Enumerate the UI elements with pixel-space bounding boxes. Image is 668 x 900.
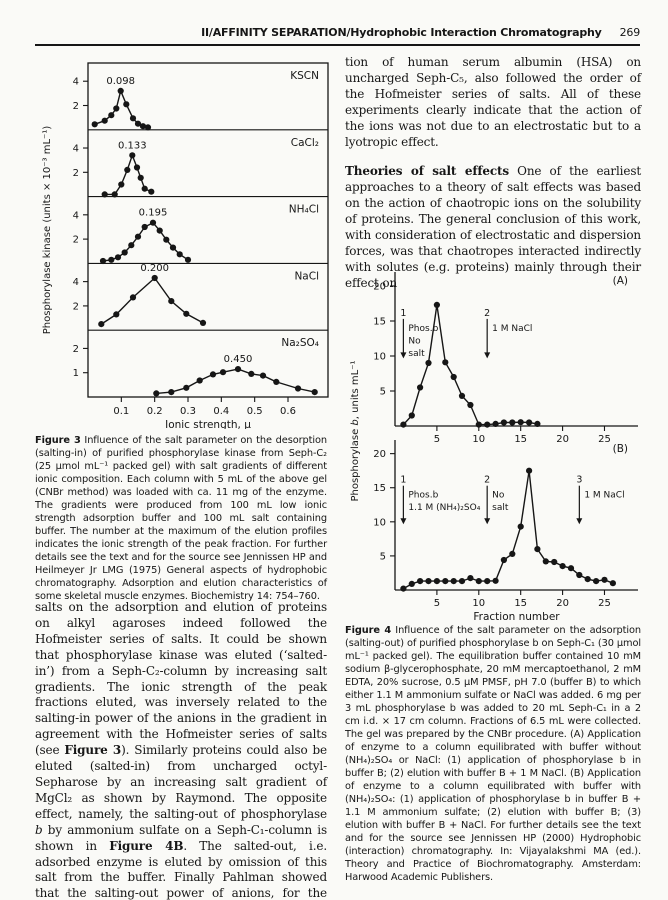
svg-text:25: 25 [598,434,611,445]
svg-text:0.5: 0.5 [247,406,263,417]
svg-text:10: 10 [373,517,386,528]
svg-text:10: 10 [472,598,485,609]
header-rule [35,44,640,46]
svg-text:No: No [408,336,421,346]
svg-text:NaCl: NaCl [294,270,319,282]
svg-text:(B): (B) [613,443,628,455]
svg-text:0.200: 0.200 [140,263,169,274]
svg-text:1.1 M (NH₄)₂SO₄: 1.1 M (NH₄)₂SO₄ [408,503,480,513]
svg-text:0.4: 0.4 [213,406,229,417]
svg-text:5: 5 [434,434,440,445]
svg-text:4: 4 [73,144,79,155]
svg-text:25: 25 [598,598,611,609]
svg-text:2: 2 [73,101,79,112]
svg-text:0.2: 0.2 [147,406,163,417]
svg-text:20: 20 [373,282,386,293]
svg-text:Ionic strength, μ: Ionic strength, μ [165,419,251,429]
svg-text:CaCl₂: CaCl₂ [291,137,319,149]
svg-text:1 M NaCl: 1 M NaCl [584,491,624,501]
svg-text:15: 15 [373,483,386,494]
svg-text:15: 15 [514,598,527,609]
svg-text:2: 2 [484,308,490,319]
svg-text:20: 20 [556,434,569,445]
svg-text:2: 2 [73,301,79,312]
page-header: II/AFFINITY SEPARATION/Hydrophobic Inter… [35,26,640,39]
svg-text:4: 4 [73,210,79,221]
svg-text:2: 2 [73,168,79,179]
svg-text:0.133: 0.133 [118,140,147,151]
svg-text:salt: salt [408,349,425,359]
svg-text:Phos.b: Phos.b [408,491,438,501]
svg-text:4: 4 [73,77,79,88]
svg-text:15: 15 [373,317,386,328]
svg-text:2: 2 [73,344,79,355]
svg-text:15: 15 [514,434,527,445]
svg-text:0.450: 0.450 [224,354,253,365]
svg-text:4: 4 [73,277,79,288]
svg-text:Phosphorylase b, units mL⁻¹: Phosphorylase b, units mL⁻¹ [350,360,361,501]
svg-text:2: 2 [73,235,79,246]
right-column-body: tion of human serum albumin (HSA) on unc… [345,55,641,292]
running-head: II/AFFINITY SEPARATION/Hydrophobic Inter… [201,26,602,39]
svg-text:KSCN: KSCN [290,70,319,82]
svg-text:salt: salt [492,503,509,513]
svg-text:0.1: 0.1 [113,406,129,417]
svg-text:0.098: 0.098 [106,76,135,87]
left-column-body-text: salts on the adsorption and elution of p… [35,600,328,900]
svg-text:NH₄Cl: NH₄Cl [289,204,319,216]
svg-text:1: 1 [400,475,406,486]
svg-text:10: 10 [373,352,386,363]
figure4-chart: 5 10 15 20 5 10 15 20 25 (A) 1 Phos.b No salt 2 1 M NaC… [348,268,648,626]
figure3-chart: 2 4 0.098 KSCN 2 4 0.133 CaCl₂ 2 4 0.195 NH₄Cl 2 4 0.2… [38,57,338,433]
svg-text:3: 3 [576,475,582,486]
page-number: 269 [619,26,641,39]
svg-text:No: No [492,491,505,501]
paragraph-theories-of-salt-effects: Theories of salt effects One of the earl… [345,164,641,290]
svg-text:10: 10 [472,434,485,445]
svg-text:5: 5 [380,551,386,562]
svg-text:5: 5 [380,387,386,398]
svg-text:(A): (A) [613,275,628,287]
svg-text:Phosphorylase kinase (units ×: Phosphorylase kinase (units × 10⁻³ mL⁻¹) [42,126,53,335]
svg-text:1: 1 [400,308,406,319]
svg-text:0.6: 0.6 [280,406,296,417]
figure3-caption: Figure 3 Influence of the salt parameter… [35,435,328,602]
svg-text:Fraction number: Fraction number [473,611,560,622]
svg-text:20: 20 [556,598,569,609]
paragraph-hsa: tion of human serum albumin (HSA) on unc… [345,55,641,149]
svg-text:Na₂SO₄: Na₂SO₄ [281,337,319,349]
svg-text:1: 1 [73,368,79,379]
svg-text:0.3: 0.3 [180,406,196,417]
svg-text:1 M NaCl: 1 M NaCl [492,324,532,334]
svg-text:2: 2 [484,475,490,486]
figure4-caption: Figure 4 Influence of the salt parameter… [345,625,641,883]
svg-text:20: 20 [373,449,386,460]
svg-text:Phos.b: Phos.b [408,324,438,334]
svg-text:0.195: 0.195 [139,208,168,219]
svg-text:5: 5 [434,598,440,609]
